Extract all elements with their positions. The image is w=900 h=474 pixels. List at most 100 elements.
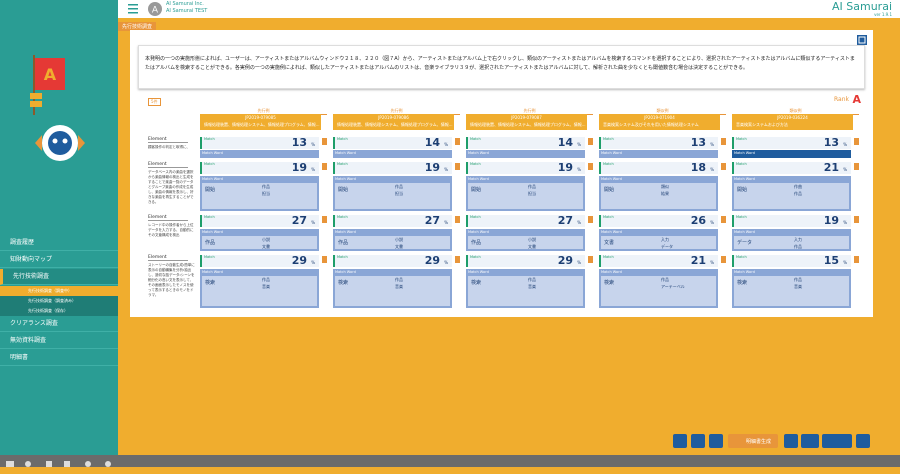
doc-title[interactable]: 情報処理装置、情報処理システム、情報処理プログラム、情報... <box>337 122 453 127</box>
match-label: Match <box>736 137 747 141</box>
match-word-label: Match Word <box>734 151 755 155</box>
match-word-list: 開始 類似 結果 <box>601 183 716 209</box>
doc-number: JP2019-036224 <box>777 115 808 120</box>
doc-title[interactable]: 音楽検索システムおよび方法 <box>736 122 788 127</box>
doc-number: JP2019-071904 <box>644 115 675 120</box>
score-unit: % <box>577 167 581 172</box>
generate-button[interactable]: 明細書生成 <box>728 434 778 448</box>
match-word-list: 開始 作品 担当 <box>202 183 317 209</box>
avatar: A <box>148 2 162 16</box>
tool-button[interactable] <box>673 434 687 448</box>
score-unit: % <box>577 220 581 225</box>
tab[interactable]: 先行技術調査 <box>118 22 157 31</box>
feedback-icon[interactable] <box>322 138 327 145</box>
feedback-icon[interactable] <box>721 256 726 263</box>
match-word: 作品 <box>471 240 482 246</box>
doc-title[interactable]: 情報処理装置、情報処理システム、情報処理プログラム、情報... <box>470 122 586 127</box>
tool-button[interactable] <box>801 434 819 448</box>
menu-item[interactable]: 調査履歴 <box>0 235 118 251</box>
doc-number: JP2019-079085 <box>245 115 276 120</box>
menu-button[interactable] <box>128 4 140 14</box>
match-word: 作曲 <box>794 184 802 189</box>
score-bar: Match 29% <box>333 255 452 267</box>
feedback-icon[interactable] <box>588 216 593 223</box>
match-word-list: 開始 作品 担当 <box>468 183 583 209</box>
match-word-box: Match Word 開始 作曲 作品 <box>732 176 851 211</box>
feedback-icon[interactable] <box>721 138 726 145</box>
feedback-icon[interactable] <box>854 163 859 170</box>
score-value: 15 <box>823 254 839 267</box>
match-word-box: Match Word 検索 作品 音楽 <box>466 269 585 308</box>
feedback-icon[interactable] <box>455 216 460 223</box>
element-description: 顧客操作の判定と取得に、 <box>148 145 190 149</box>
doc-title[interactable]: 音楽検索システム及びそれを用いた情報処理システム <box>603 122 699 127</box>
match-label: Match <box>736 255 747 259</box>
feedback-icon[interactable] <box>721 216 726 223</box>
tool-button[interactable] <box>691 434 705 448</box>
score-bar: Match 19% <box>732 215 851 227</box>
element-description: データベース内の楽曲を選択から楽曲情報の検出と生成をすることで楽曲一覧のデータと… <box>148 170 194 204</box>
menu-item[interactable]: 明細書 <box>0 350 118 366</box>
score-value: 13 <box>690 136 706 149</box>
score-bar: Match 15% <box>732 255 851 267</box>
svg-text:A: A <box>152 6 159 16</box>
match-word: 検索 <box>737 280 748 286</box>
match-word-label: Match Word <box>202 270 223 274</box>
match-label: Match <box>603 255 614 259</box>
match-word: 開始 <box>737 187 748 193</box>
doc-title[interactable]: 情報処理装置、情報処理システム、情報処理プログラム、情報... <box>204 122 320 127</box>
score-value: 29 <box>291 254 307 267</box>
feedback-icon[interactable] <box>854 256 859 263</box>
export-icon[interactable] <box>857 35 867 45</box>
match-word-label: Match Word <box>335 270 356 274</box>
doc-header: JP2019-079085 情報処理装置、情報処理システム、情報処理プログラム、情… <box>200 114 321 130</box>
menu-item[interactable]: 無効資料調査 <box>0 333 118 349</box>
menu-item[interactable]: クリアランス調査 <box>0 316 118 332</box>
tool-button[interactable] <box>784 434 798 448</box>
submenu-item[interactable]: 先行技術調査（保存） <box>0 306 118 316</box>
score-bar: Match 21% <box>599 255 718 267</box>
feedback-icon[interactable] <box>721 163 726 170</box>
match-word-label: Match Word <box>601 270 622 274</box>
feedback-icon[interactable] <box>322 163 327 170</box>
score-value: 21 <box>690 254 706 267</box>
feedback-icon[interactable] <box>588 256 593 263</box>
match-word: 音楽 <box>262 284 270 289</box>
score-value: 29 <box>557 254 573 267</box>
feedback-icon[interactable] <box>455 256 460 263</box>
match-word-list: 作品 小説 文書 <box>202 236 317 249</box>
feedback-icon[interactable] <box>588 138 593 145</box>
feedback-icon[interactable] <box>322 216 327 223</box>
element-label: Element <box>148 137 188 143</box>
tool-button[interactable] <box>709 434 723 448</box>
match-label: Match <box>470 215 481 219</box>
feedback-icon[interactable] <box>588 163 593 170</box>
submenu-item[interactable]: 先行技術調査（調査済み） <box>0 296 118 306</box>
feedback-icon[interactable] <box>455 163 460 170</box>
feedback-icon[interactable] <box>854 216 859 223</box>
match-word: 作品 <box>528 184 536 189</box>
menu-item[interactable]: 先行技術調査 <box>0 269 118 285</box>
element-description: レコード中の操作者から上位データを入力する、自動的にその文章構成を検出 <box>148 223 194 237</box>
rank-value: A <box>852 93 861 106</box>
match-word-label: Match Word <box>734 230 755 234</box>
match-word-label: Match Word <box>734 270 755 274</box>
score-bar: Match 13% <box>732 137 851 149</box>
score-unit: % <box>577 260 581 265</box>
element-description: ストーリーの自動生成・簡単に表示の自動編集を分析・抽出し、適切な話データ・シーン… <box>148 263 195 297</box>
tool-button[interactable] <box>856 434 870 448</box>
score-unit: % <box>843 167 847 172</box>
menu-item[interactable]: 知財動向マップ <box>0 252 118 268</box>
match-word-label: Match Word <box>202 151 223 155</box>
match-word-label: Match Word <box>468 230 489 234</box>
submenu-item[interactable]: 先行技術調査（調査中） <box>0 286 118 296</box>
match-word-box: Match Word 検索 作品 音楽 <box>200 269 319 308</box>
feedback-icon[interactable] <box>322 256 327 263</box>
match-label: Match <box>603 162 614 166</box>
feedback-icon[interactable] <box>455 138 460 145</box>
match-word: 作品 <box>395 277 403 282</box>
match-word-bar: Match Word <box>466 150 585 158</box>
feedback-icon[interactable] <box>854 138 859 145</box>
tool-button[interactable] <box>822 434 852 448</box>
